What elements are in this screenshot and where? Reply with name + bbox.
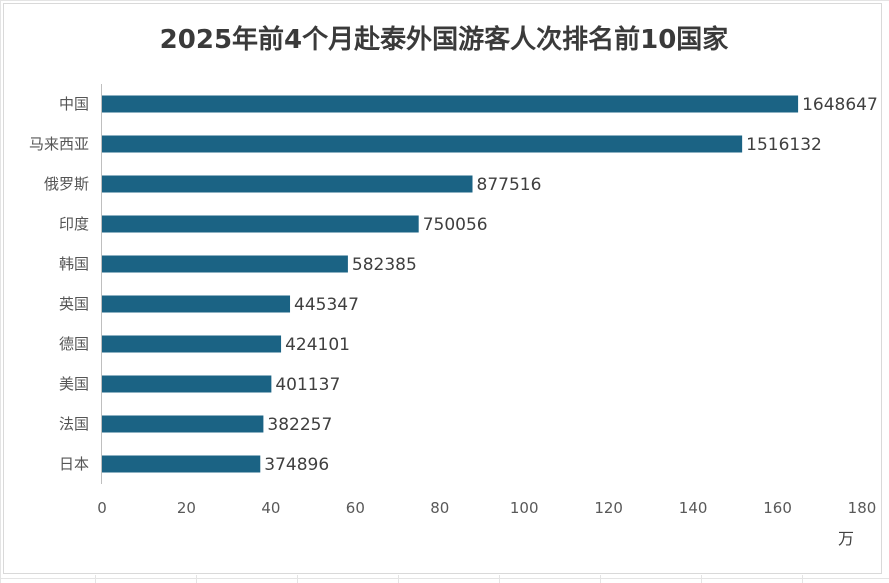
bar-value-label: 401137 — [275, 375, 340, 395]
bar — [102, 215, 419, 233]
value-axis-ticks: 0 20 40 60 80 100 120 140 160 180 — [97, 499, 876, 517]
bar-value-label: 374896 — [264, 455, 329, 475]
x-tick-label: 100 — [510, 499, 539, 517]
x-tick-label: 60 — [346, 499, 365, 517]
bar-value-label: 1516132 — [746, 135, 822, 155]
x-tick-label: 180 — [848, 499, 877, 517]
bar — [102, 175, 473, 193]
data-labels: 1648647 1516132 877516 750056 582385 445347 42… — [264, 95, 878, 475]
bar-value-label: 382257 — [267, 415, 332, 435]
bar — [102, 335, 282, 353]
x-tick-label: 0 — [97, 499, 107, 517]
category-label: 日本 — [59, 455, 89, 473]
bar-value-label: 877516 — [477, 175, 542, 195]
bar — [102, 455, 261, 473]
chart-frame — [3, 3, 882, 574]
category-label: 韩国 — [59, 255, 89, 273]
bar — [102, 415, 264, 433]
bar-value-label: 424101 — [285, 335, 350, 355]
bar-value-label: 582385 — [352, 255, 417, 275]
bar — [102, 95, 799, 113]
category-label: 印度 — [59, 215, 89, 233]
bar — [102, 375, 272, 393]
bar — [102, 295, 291, 313]
x-tick-label: 20 — [177, 499, 196, 517]
axis-unit-label: 万 — [838, 529, 854, 548]
bar — [102, 255, 348, 273]
category-label: 俄罗斯 — [44, 175, 89, 193]
x-tick-label: 160 — [763, 499, 792, 517]
category-label: 美国 — [59, 375, 89, 393]
x-tick-label: 140 — [679, 499, 708, 517]
bar — [102, 135, 743, 153]
category-label: 马来西亚 — [29, 135, 89, 153]
bar-value-label: 445347 — [294, 295, 359, 315]
category-label: 法国 — [59, 415, 89, 433]
x-tick-label: 80 — [430, 499, 449, 517]
bars — [102, 95, 799, 473]
x-tick-label: 120 — [594, 499, 623, 517]
x-tick-label: 40 — [261, 499, 280, 517]
chart-title: 2025年前4个月赴泰外国游客人次排名前10国家 — [160, 24, 729, 55]
category-label: 中国 — [59, 95, 89, 113]
category-label: 英国 — [59, 295, 89, 313]
category-label: 德国 — [59, 335, 89, 353]
bar-value-label: 750056 — [423, 215, 488, 235]
bar-value-label: 1648647 — [802, 95, 878, 115]
